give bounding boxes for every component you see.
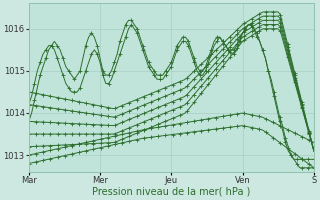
X-axis label: Pression niveau de la mer( hPa ): Pression niveau de la mer( hPa ) <box>92 187 251 197</box>
